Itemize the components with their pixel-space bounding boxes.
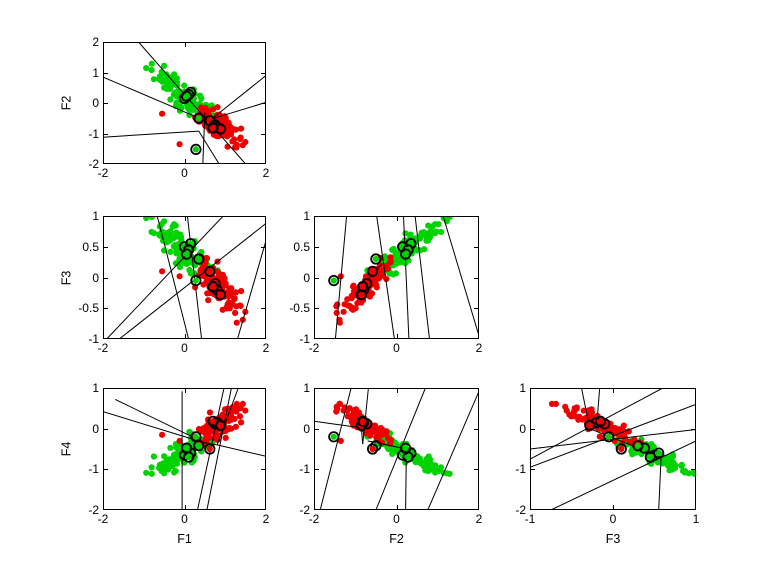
axes-box <box>103 216 266 339</box>
x-tick-label: -2 <box>97 512 109 526</box>
y-axis-label-text: F2 <box>59 95 73 111</box>
prototype-markers <box>178 415 227 463</box>
prototype-markers <box>584 415 665 463</box>
scatter-plot-area <box>103 42 266 164</box>
subplot-f4-vs-f1: -2 0 2 -2 -1 0 1 F1 F4 <box>59 382 269 547</box>
subplot-f2-vs-f1: -2 0 2 -2 -1 0 1 2 F2 <box>59 36 269 180</box>
y-tick-label: 0 <box>92 270 99 285</box>
decision-boundary-lines <box>334 216 479 339</box>
y-axis-label: F3 <box>58 216 74 339</box>
x-tick-label: 0 <box>609 512 617 526</box>
y-tick-label: -1 <box>515 462 526 477</box>
axes-box <box>314 388 479 510</box>
axes-box <box>103 42 266 164</box>
scatter-plot-area <box>314 216 479 339</box>
y-tick-label: 2 <box>92 35 99 49</box>
x-tick-label: 2 <box>262 166 270 180</box>
y-tick-label: -2 <box>88 157 99 171</box>
x-tick-label: 0 <box>181 166 188 180</box>
x-tick-label: 1 <box>692 512 700 526</box>
x-axis-label: F2 <box>389 532 404 546</box>
y-tick-label: -1 <box>299 332 310 346</box>
x-axis-label: F1 <box>177 532 192 546</box>
y-tick-label: 0 <box>92 96 99 110</box>
y-tick-label: 0.5 <box>293 239 310 254</box>
axes-box <box>530 388 696 510</box>
subplot-f3-vs-f1: -2 0 2 -1 -0.5 0 0.5 1 F3 <box>59 210 269 355</box>
x-axis-label: F3 <box>605 532 621 546</box>
y-tick-label: -0.5 <box>78 301 99 316</box>
x-tick-label: -2 <box>97 341 109 355</box>
y-tick-label: -1 <box>299 462 310 477</box>
y-tick-label: 0 <box>92 421 99 436</box>
y-tick-label: -2 <box>299 503 310 517</box>
y-axis-label-text: F3 <box>59 270 73 285</box>
y-tick-label: 1 <box>303 381 310 395</box>
x-tick-label: -2 <box>308 512 320 526</box>
y-tick-label: -2 <box>88 503 99 517</box>
decision-boundary-lines <box>103 42 266 164</box>
x-tick-label: -1 <box>524 512 536 526</box>
x-tick-label: 0 <box>393 512 400 526</box>
prototype-markers <box>178 86 227 156</box>
y-tick-label: 1 <box>92 381 99 395</box>
y-tick-label: 1 <box>519 381 526 395</box>
prototype-markers <box>328 415 417 463</box>
x-tick-label: 2 <box>262 512 270 526</box>
y-tick-label: -1 <box>88 332 99 346</box>
y-tick-label: 1 <box>303 209 310 223</box>
x-tick-label: -2 <box>97 166 109 180</box>
class-red-points <box>159 254 249 326</box>
x-tick-label: 0 <box>181 512 188 526</box>
x-tick-label: -2 <box>308 341 320 355</box>
scatter-plot-area <box>530 388 696 510</box>
y-tick-label: 0 <box>519 421 526 436</box>
x-tick-label: 2 <box>475 341 483 355</box>
y-tick-label: 0 <box>303 270 310 285</box>
y-tick-label: -1 <box>88 126 99 141</box>
y-axis-label: F4 <box>58 388 74 510</box>
y-tick-label: 1 <box>92 209 99 223</box>
subplot-f3-vs-f2: -2 0 2 -1 -0.5 0 0.5 1 <box>289 210 482 355</box>
y-axis-label: F2 <box>58 42 74 164</box>
prototype-markers <box>178 238 227 301</box>
x-tick-label: 2 <box>262 341 270 355</box>
y-tick-label: -1 <box>88 462 99 477</box>
y-tick-label: -2 <box>515 503 526 517</box>
y-axis-label-text: F4 <box>59 441 73 457</box>
axes-box <box>314 216 479 339</box>
scatter-plot-area <box>314 388 479 510</box>
y-tick-label: 1 <box>92 65 99 80</box>
y-tick-label: 0 <box>303 421 310 436</box>
scatter-plot-area <box>103 216 266 339</box>
x-tick-label: 2 <box>475 512 483 526</box>
x-tick-label: 0 <box>181 341 188 355</box>
class-red-points <box>159 400 249 447</box>
axes-box <box>103 388 266 510</box>
subplot-f4-vs-f2: -2 0 2 -2 -1 0 1 F2 <box>299 382 482 547</box>
decision-boundary-lines <box>106 216 266 339</box>
prototype-markers <box>328 238 417 301</box>
subplot-f4-vs-f3: -1 0 1 -2 -1 0 1 F3 <box>515 382 699 547</box>
y-tick-label: 0.5 <box>82 239 99 254</box>
x-tick-label: 0 <box>393 341 400 355</box>
scatter-plot-area <box>103 388 266 510</box>
y-tick-label: -0.5 <box>289 301 310 316</box>
